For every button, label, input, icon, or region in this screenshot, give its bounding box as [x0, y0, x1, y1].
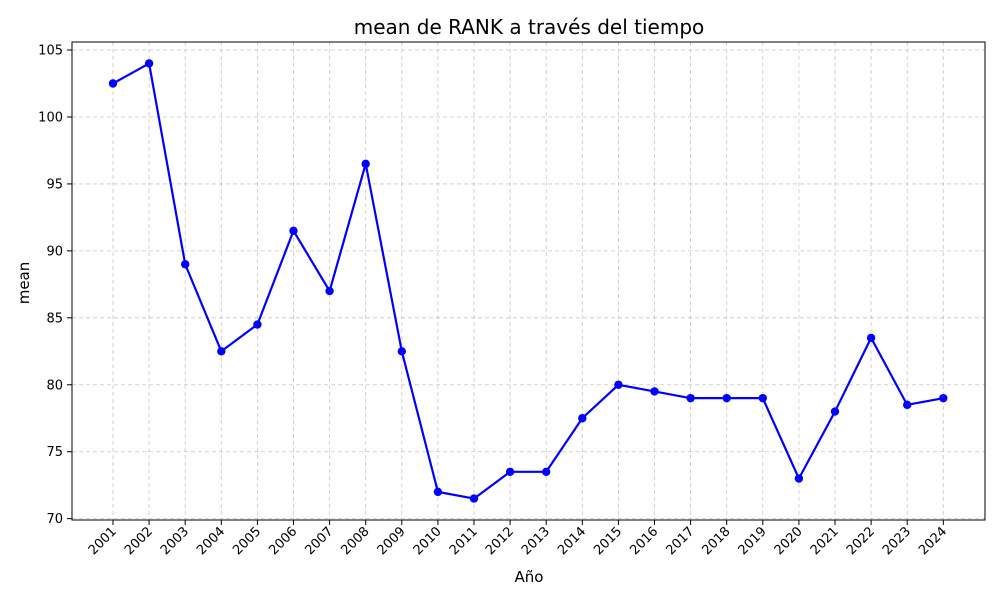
chart-title: mean de RANK a través del tiempo: [354, 15, 705, 39]
x-tick-label: 2004: [194, 524, 228, 558]
x-tick-label: 2024: [916, 524, 950, 558]
data-point: [397, 347, 406, 356]
x-tick-label: 2011: [447, 524, 481, 558]
data-point: [830, 407, 840, 416]
x-tick-label: 2019: [736, 524, 770, 558]
x-tick-label: 2023: [880, 524, 914, 558]
y-axis-label: mean: [15, 262, 33, 305]
data-point: [217, 347, 226, 356]
x-tick-label: 2005: [230, 524, 264, 558]
data-point: [433, 487, 443, 497]
data-point: [578, 414, 587, 423]
y-tick-label: 90: [46, 244, 63, 259]
x-tick-label: 2007: [302, 524, 336, 558]
x-tick-label: 2022: [844, 524, 878, 558]
data-point: [108, 79, 118, 88]
data-point: [866, 333, 876, 343]
data-point: [289, 226, 298, 235]
data-point: [903, 400, 912, 410]
x-tick-label: 2002: [122, 524, 156, 558]
x-tick-label: 2020: [772, 524, 806, 558]
x-tick-label: 2001: [86, 524, 120, 558]
data-point: [650, 387, 659, 396]
axes: 2001 2002 2003 2004 2005 2006 2007 2008 2009 2010…: [38, 44, 950, 559]
x-axis-label: Año: [515, 568, 544, 586]
x-tick-label: 2017: [663, 524, 697, 558]
x-tick-label: 2010: [411, 524, 445, 558]
x-tick-label: 2009: [375, 524, 409, 558]
data-point: [794, 474, 804, 483]
data-point: [939, 393, 948, 403]
data-point: [505, 467, 515, 476]
x-tick-label: 2015: [591, 524, 625, 558]
series-layer: [108, 59, 948, 503]
y-tick-label: 75: [46, 445, 63, 460]
x-tick-label: 2014: [555, 524, 589, 558]
data-point: [542, 467, 551, 476]
data-point: [144, 59, 154, 68]
data-point: [758, 393, 767, 403]
x-tick-label: 2008: [339, 524, 373, 558]
x-tick-label: 2018: [700, 524, 734, 558]
y-tick-label: 85: [46, 311, 63, 326]
data-point: [722, 393, 731, 403]
x-tick-label: 2021: [808, 524, 842, 558]
y-tick-label: 80: [46, 378, 63, 393]
y-tick-label: 95: [46, 177, 63, 192]
data-point: [253, 320, 262, 329]
data-point: [361, 159, 370, 169]
x-tick-label: 2016: [627, 524, 661, 558]
data-point: [614, 380, 623, 389]
x-tick-label: 2013: [519, 524, 553, 558]
series-line: [112, 62, 944, 500]
data-point: [686, 393, 695, 403]
y-tick-label: 100: [38, 110, 63, 125]
y-tick-label: 70: [46, 512, 63, 527]
data-point: [325, 286, 334, 296]
plot-frame: [71, 41, 986, 521]
x-tick-label: 2003: [158, 524, 192, 558]
grid: [72, 42, 985, 520]
data-point: [469, 494, 479, 503]
data-point: [181, 260, 190, 269]
x-tick-label: 2006: [266, 524, 300, 558]
x-tick-label: 2012: [483, 524, 517, 558]
y-tick-label: 105: [38, 44, 63, 59]
